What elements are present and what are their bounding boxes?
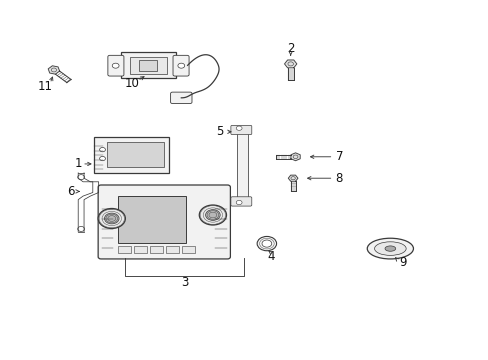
Bar [107,143,164,167]
Bar [118,196,186,243]
FancyBboxPatch shape [108,55,123,76]
Text: 2: 2 [286,42,294,55]
Bar [118,246,130,253]
FancyBboxPatch shape [230,197,251,206]
Bar [237,130,247,202]
Bar [166,246,179,253]
Polygon shape [290,153,300,161]
Circle shape [112,63,119,68]
FancyBboxPatch shape [173,55,189,76]
Text: 5: 5 [216,125,224,138]
Circle shape [78,226,84,231]
Text: 9: 9 [398,256,406,269]
Circle shape [236,201,242,204]
Text: 3: 3 [181,276,188,289]
Text: 6: 6 [67,185,75,198]
Circle shape [199,205,226,225]
Text: 10: 10 [124,77,139,90]
Circle shape [100,148,105,152]
FancyBboxPatch shape [170,92,192,104]
Ellipse shape [384,246,395,251]
Bar [134,246,146,253]
Ellipse shape [366,238,413,259]
Polygon shape [48,66,60,74]
Circle shape [100,157,105,161]
Text: 4: 4 [267,250,274,263]
Circle shape [236,126,242,130]
Circle shape [98,208,125,229]
Text: 8: 8 [335,172,342,185]
Bar [120,53,176,78]
Circle shape [104,213,119,224]
FancyBboxPatch shape [98,185,230,259]
Circle shape [78,175,84,180]
Bar [130,57,166,74]
Bar [150,246,163,253]
Circle shape [262,240,271,247]
Ellipse shape [374,242,406,255]
Bar [182,246,195,253]
Circle shape [205,210,220,220]
Text: 11: 11 [38,80,53,93]
Text: 1: 1 [74,157,82,170]
Bar [139,60,157,71]
Circle shape [257,237,276,251]
Bar [94,137,169,173]
Circle shape [178,63,184,68]
FancyBboxPatch shape [230,125,251,135]
Polygon shape [284,60,296,68]
Polygon shape [288,175,297,181]
Text: 7: 7 [335,150,343,163]
